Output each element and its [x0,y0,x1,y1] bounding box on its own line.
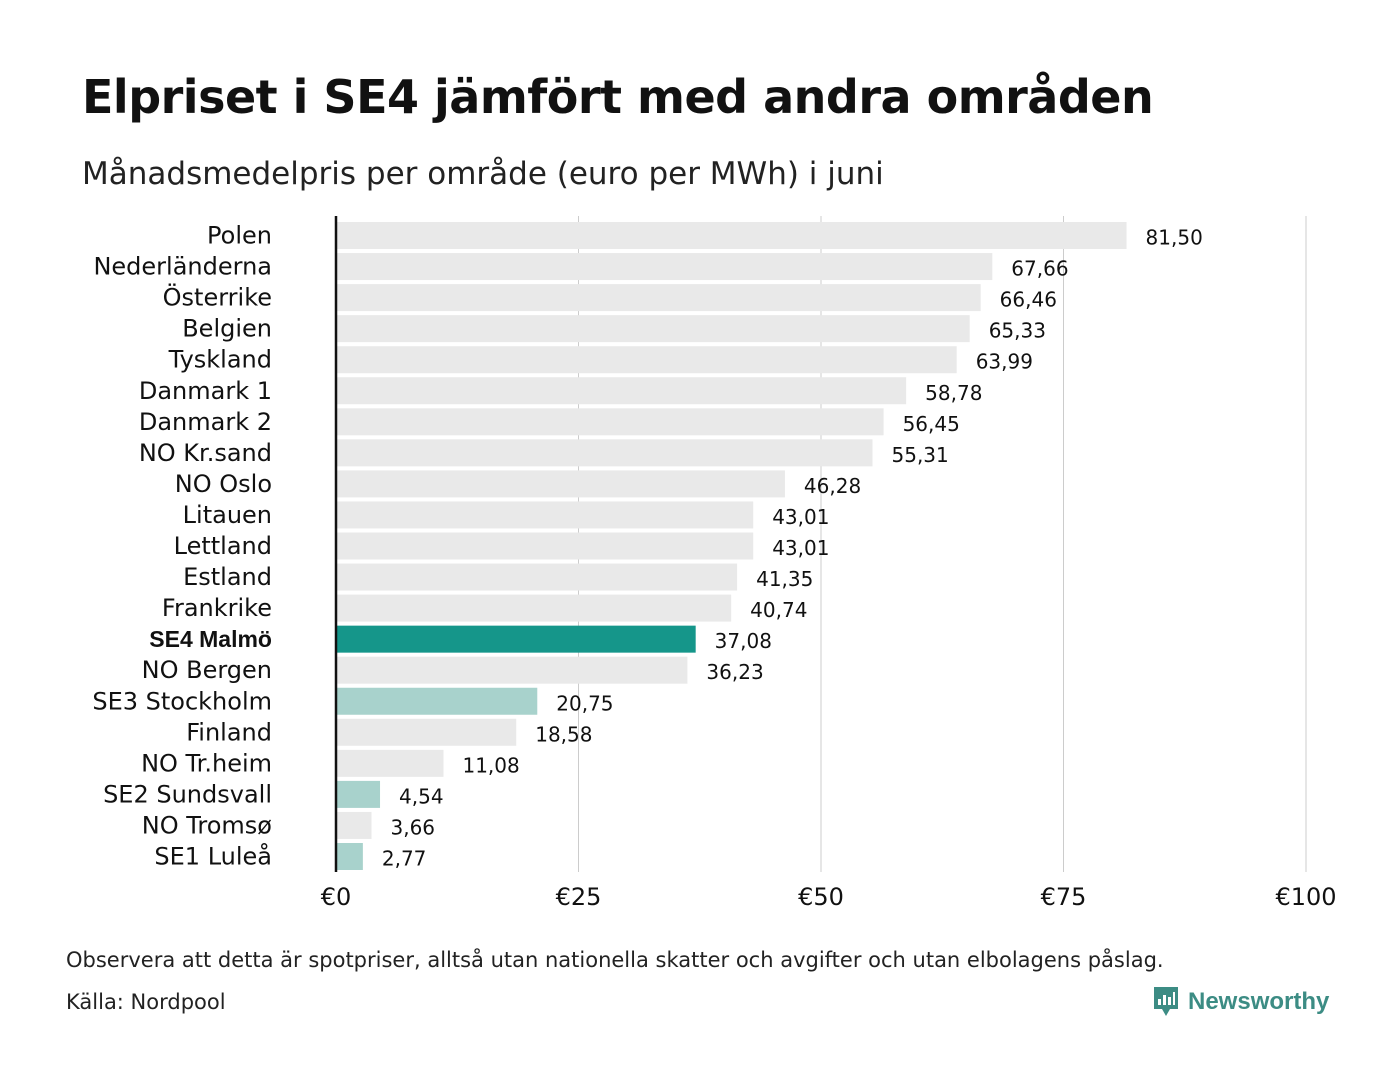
bar [336,625,696,653]
value-label: 58,78 [925,381,982,405]
bar [336,253,993,281]
value-label: 41,35 [756,567,813,591]
category-label: Danmark 2 [139,408,272,436]
bar [336,284,981,312]
category-label: NO Tr.heim [141,749,272,777]
category-label: Belgien [182,315,272,343]
category-label: Danmark 1 [139,377,272,405]
value-label: 65,33 [989,319,1046,343]
chart-title: Elpriset i SE4 jämfört med andra områden [82,70,1154,124]
category-label: NO Bergen [142,656,272,684]
category-label: Tyskland [168,346,272,374]
value-label: 46,28 [804,474,861,498]
category-label: Nederländerna [93,253,272,281]
source-note: Källa: Nordpool [66,990,226,1014]
value-label: 55,31 [892,443,949,467]
bar [336,315,970,343]
value-label: 40,74 [750,598,807,622]
category-label: Lettland [174,532,272,560]
x-tick-label: €50 [798,883,844,911]
bar [336,718,517,746]
bar [336,532,754,560]
category-label: Österrike [163,283,272,312]
bar-chart: €0 €25 €50 €75 €100 Polen 81,50 Nederländerna 67… [92,216,1337,911]
category-label: NO Kr.sand [139,439,272,467]
value-label: 36,23 [706,660,763,684]
category-label: SE3 Stockholm [92,687,272,715]
bar [336,749,444,777]
x-tick-label: €75 [1041,883,1087,911]
category-label: SE4 Malmö [149,626,272,652]
bar [336,222,1127,249]
category-label: Polen [207,222,272,250]
bar [336,656,688,684]
category-label: SE2 Sundsvall [103,780,272,808]
category-label: NO Oslo [175,470,272,498]
value-label: 63,99 [976,350,1033,374]
bar [336,377,907,405]
bar [336,470,785,498]
value-label: 43,01 [772,536,829,560]
value-label: 66,46 [1000,288,1057,312]
bar [336,811,372,839]
x-tick-label: €0 [321,883,352,911]
value-label: 4,54 [399,784,444,808]
bar [336,594,732,622]
category-label: Estland [183,563,272,591]
value-label: 2,77 [382,847,427,871]
value-label: 67,66 [1011,257,1068,281]
logo-text: Newsworthy [1188,988,1330,1015]
value-label: 43,01 [772,505,829,529]
newsworthy-logo: Newsworthy [1152,985,1329,1019]
value-label: 18,58 [535,722,592,746]
category-label: SE1 Luleå [154,842,272,871]
value-label: 81,50 [1146,226,1203,250]
bar [336,687,538,715]
category-label: Finland [186,718,272,746]
x-tick-label: €25 [556,883,602,911]
bar [336,563,738,591]
bar [336,843,363,870]
category-label: Litauen [183,501,272,529]
value-label: 3,66 [391,815,436,839]
bar [336,408,884,436]
value-label: 20,75 [556,691,613,715]
bar [336,439,873,467]
category-label: NO Tromsø [142,811,272,839]
value-label: 56,45 [903,412,960,436]
category-label: Frankrike [162,594,272,622]
value-label: 37,08 [715,629,772,653]
bar [336,780,381,808]
x-tick-label: €100 [1275,883,1336,911]
footnote: Observera att detta är spotpriser, allts… [66,948,1164,972]
bar [336,346,957,374]
chart-subtitle: Månadsmedelpris per område (euro per MWh… [82,156,884,192]
newsworthy-logo-icon [1154,987,1178,1016]
value-label: 11,08 [462,753,519,777]
bar [336,501,754,529]
